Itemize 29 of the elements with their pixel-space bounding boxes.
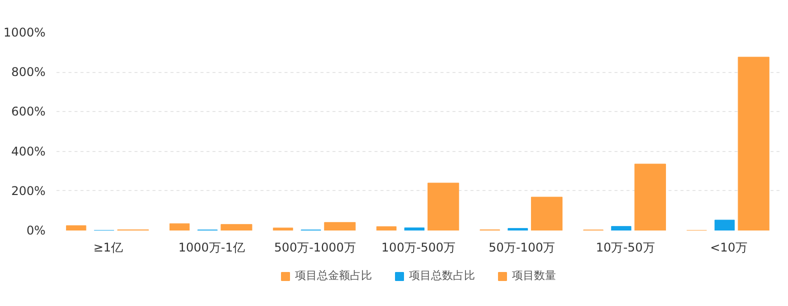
x-tick-label: 1000万-1亿 bbox=[178, 240, 245, 254]
bar bbox=[66, 225, 86, 230]
x-tick-label: 100万-500万 bbox=[381, 240, 456, 254]
bar bbox=[404, 227, 424, 230]
y-tick-label: 1000% bbox=[4, 26, 46, 40]
bar bbox=[611, 226, 632, 230]
bar bbox=[634, 164, 666, 230]
bar bbox=[324, 222, 356, 230]
bar bbox=[376, 226, 397, 230]
bar bbox=[170, 223, 190, 230]
y-tick-label: 400% bbox=[11, 144, 46, 158]
bar bbox=[428, 182, 460, 230]
x-tick-label: ≥1亿 bbox=[93, 240, 124, 254]
bar bbox=[714, 220, 735, 230]
bar bbox=[220, 224, 252, 230]
bar bbox=[738, 56, 770, 230]
bar bbox=[272, 228, 294, 230]
y-tick-label: 600% bbox=[11, 104, 46, 119]
bar bbox=[530, 196, 563, 230]
x-tick-label: <10万 bbox=[710, 240, 748, 254]
x-tick-label: 500万-1000万 bbox=[274, 240, 356, 254]
legend-label: 项目总金额占比 bbox=[295, 268, 372, 283]
legend-label: 项目数量 bbox=[512, 268, 556, 283]
y-tick-label: 0% bbox=[26, 224, 46, 238]
x-tick-label: 10万-50万 bbox=[596, 240, 655, 254]
y-tick-label: 200% bbox=[11, 184, 46, 198]
y-tick-label: 800% bbox=[11, 65, 46, 80]
x-tick-label: 50万-100万 bbox=[488, 240, 556, 254]
legend-label: 项目总数占比 bbox=[409, 268, 475, 283]
